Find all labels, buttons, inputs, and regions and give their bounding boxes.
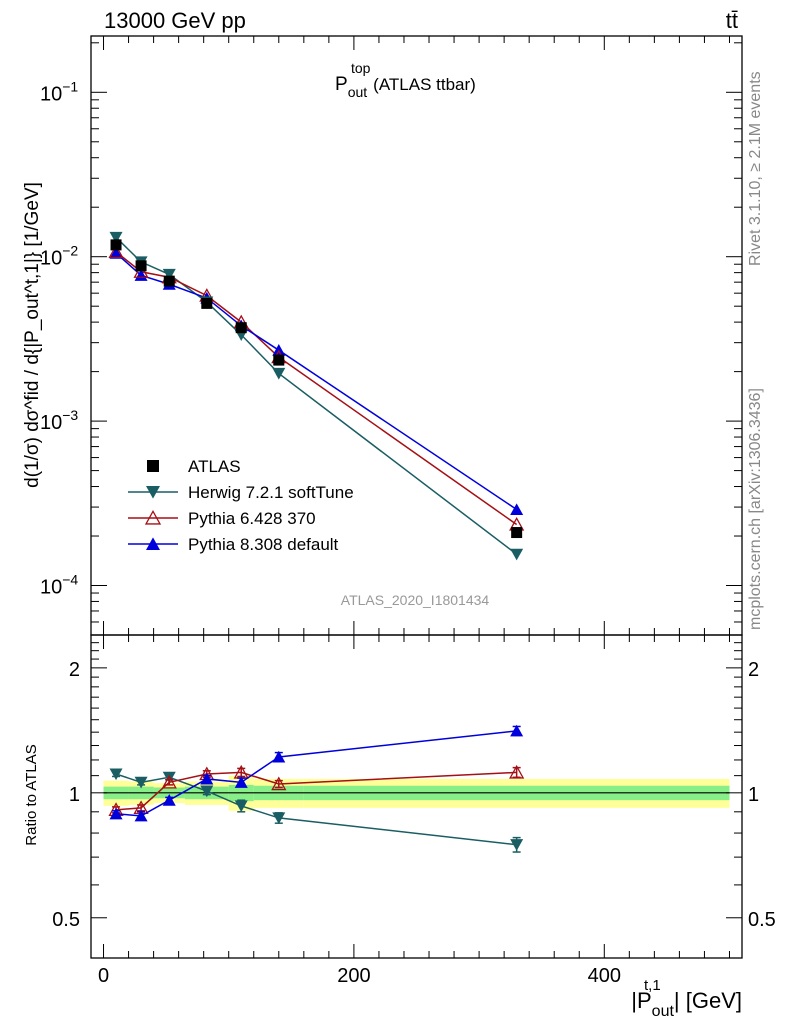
- y-axis-label-main: d(1/σ) dσ^fid / d{|P_out^t,1|} [1/GeV]: [22, 182, 43, 488]
- legend-marker-atlas: [147, 460, 159, 472]
- ratio-y-tick-label-right: 0.5: [748, 909, 776, 931]
- y-tick-label-base: 10: [40, 248, 62, 270]
- point-atlas: [163, 275, 175, 287]
- ratio-point-herwig-7-2-1-softtune: [272, 812, 286, 825]
- legend-label-herwig-7-2-1-softtune: Herwig 7.2.1 softTune: [188, 483, 354, 502]
- ratio-point-pythia-8-308-default: [272, 750, 286, 763]
- x-tick-label: 200: [337, 965, 370, 987]
- legend-label-atlas: ATLAS: [188, 457, 241, 476]
- ratio-y-tick-label: 2: [69, 659, 80, 681]
- x-tick-label: 400: [588, 965, 621, 987]
- point-pythia-8-308-default: [134, 269, 148, 281]
- header-process-label: tt̄: [726, 8, 738, 33]
- y-tick-label-exp: −1: [62, 78, 78, 94]
- mcplots-label: mcplots.cern.ch [arXiv:1306.3436]: [747, 388, 764, 630]
- x-axis-label-post: | [GeV]: [674, 988, 742, 1013]
- ratio-point-herwig-7-2-1-softtune: [134, 776, 148, 789]
- point-herwig-7-2-1-softtune: [162, 268, 176, 281]
- y-tick-label-exp: −3: [62, 407, 78, 423]
- y-tick-label: 10−3: [40, 407, 78, 434]
- ratio-point-herwig-7-2-1-softtune: [234, 800, 248, 813]
- legend-label-pythia-8-308-default: Pythia 8.308 default: [188, 535, 339, 554]
- point-atlas: [201, 297, 213, 309]
- point-atlas: [235, 322, 247, 334]
- point-herwig-7-2-1-softtune: [109, 231, 123, 244]
- point-herwig-7-2-1-softtune: [272, 367, 286, 380]
- ratio-y-tick-label: 1: [69, 784, 80, 806]
- ratio-point-pythia-8-308-default: [234, 776, 248, 788]
- point-herwig-7-2-1-softtune: [510, 548, 524, 561]
- x-tick-label: 0: [98, 965, 109, 987]
- ratio-y-tick-label-right: 2: [748, 659, 759, 681]
- point-atlas: [135, 260, 147, 272]
- ratio-point-pythia-6-428-370: [161, 774, 177, 789]
- series-line-herwig-7-2-1-softtune: [115, 236, 518, 555]
- y-tick-label: 10−2: [40, 243, 78, 270]
- main-title-rest: (ATLAS ttbar): [373, 75, 476, 94]
- series-line-pythia-8-308-default: [115, 252, 518, 511]
- point-atlas: [273, 354, 285, 366]
- ratio-point-pythia-8-308-default: [109, 807, 123, 820]
- point-pythia-6-428-370: [133, 264, 149, 278]
- point-pythia-8-308-default: [109, 247, 123, 259]
- ratio-point-pythia-6-428-370: [271, 776, 287, 791]
- y-tick-label-base: 10: [40, 83, 62, 105]
- ratio-point-herwig-7-2-1-softtune: [510, 839, 524, 851]
- legend-marker-pythia-8-308-default: [146, 537, 160, 550]
- point-pythia-8-308-default: [510, 503, 524, 516]
- point-pythia-6-428-370: [108, 244, 124, 259]
- ratio-point-pythia-8-308-default: [162, 794, 176, 806]
- ratio-point-herwig-7-2-1-softtune: [162, 771, 176, 784]
- x-axis-label: |Pout| [GeV]: [631, 988, 742, 1020]
- y-tick-label-exp: −2: [62, 243, 78, 259]
- legend-label-pythia-6-428-370: Pythia 6.428 370: [188, 509, 316, 528]
- y-axis-label-ratio: Ratio to ATLAS: [23, 744, 40, 845]
- ratio-point-pythia-8-308-default: [200, 772, 214, 785]
- ratio-point-pythia-8-308-default: [134, 809, 148, 822]
- legend-marker-herwig-7-2-1-softtune: [146, 486, 160, 499]
- x-axis-label-sub: out: [652, 1003, 675, 1020]
- y-tick-label: 10−1: [40, 78, 78, 105]
- ratio-y-tick-label: 0.5: [52, 909, 80, 931]
- header-energy-label: 13000 GeV pp: [104, 8, 246, 33]
- y-tick-label: 10−4: [40, 572, 78, 599]
- point-atlas: [110, 239, 122, 251]
- point-atlas: [511, 527, 523, 539]
- ratio-point-pythia-6-428-370: [509, 764, 525, 779]
- legend-marker-pythia-6-428-370: [144, 510, 162, 525]
- y-tick-label-base: 10: [40, 412, 62, 434]
- ratio-panel-frame: [90, 634, 743, 959]
- legend: ATLAS Herwig 7.2.1 softTune Pythia 6.428 3…: [128, 457, 354, 554]
- y-tick-label-base: 10: [40, 577, 62, 599]
- x-axis-label-sup: t,1: [644, 977, 661, 994]
- main-title: Pout (ATLAS ttbar): [335, 74, 476, 100]
- analysis-label: ATLAS_2020_I1801434: [341, 592, 490, 608]
- y-tick-label-exp: −4: [62, 572, 78, 588]
- main-title-sup: top: [351, 60, 371, 76]
- main-title-base: P: [335, 74, 348, 95]
- ratio-point-herwig-7-2-1-softtune: [200, 785, 214, 798]
- ratio-point-pythia-8-308-default: [510, 724, 524, 737]
- ratio-y-tick-label-right: 1: [748, 784, 759, 806]
- x-axis-label-pre: |P: [631, 988, 651, 1013]
- rivet-version-label: Rivet 3.1.10, ≥ 2.1M events: [747, 71, 764, 266]
- ratio-point-herwig-7-2-1-softtune: [109, 768, 123, 781]
- main-title-sub: out: [348, 84, 368, 100]
